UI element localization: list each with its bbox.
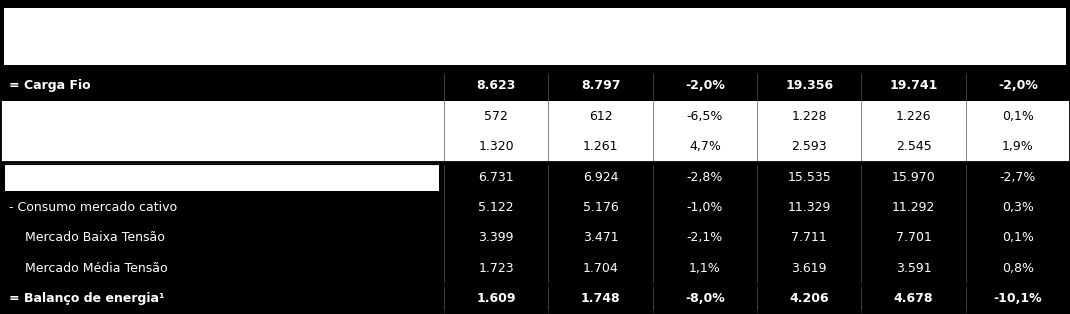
Text: -2,1%: -2,1% [687,231,723,245]
Text: 0,1%: 0,1% [1002,110,1034,123]
Text: 8.623: 8.623 [476,79,516,92]
Text: Mercado Baixa Tensão: Mercado Baixa Tensão [9,231,165,245]
Bar [0,284,1070,314]
Text: 6.924: 6.924 [583,171,618,184]
Text: 3.471: 3.471 [583,231,618,245]
Text: = Balanço de energia¹: = Balanço de energia¹ [9,292,164,305]
Text: 1.228: 1.228 [792,110,827,123]
Text: 19.356: 19.356 [785,79,834,92]
Text: 1,1%: 1,1% [689,262,721,275]
Text: 572: 572 [485,110,508,123]
Text: 5.122: 5.122 [478,201,514,214]
Text: -6,5%: -6,5% [687,110,723,123]
Text: 5.176: 5.176 [583,201,618,214]
Bar [0,132,1070,162]
Text: 4.678: 4.678 [893,292,933,305]
Bar [0,101,1070,132]
Text: 4,7%: 4,7% [689,140,721,153]
Text: 7.701: 7.701 [896,231,932,245]
Text: - Consumo mercado cativo: - Consumo mercado cativo [9,201,177,214]
Bar [0,223,1070,253]
Text: 2.545: 2.545 [896,140,931,153]
Bar [0,192,1070,223]
Text: 0,8%: 0,8% [1002,262,1034,275]
Text: 19.741: 19.741 [889,79,937,92]
Text: 3.619: 3.619 [792,262,827,275]
Text: 1.320: 1.320 [478,140,514,153]
Text: 8.797: 8.797 [581,79,621,92]
Text: 3.591: 3.591 [896,262,931,275]
Bar [0,162,1070,192]
Text: -2,7%: -2,7% [999,171,1036,184]
Text: 1.723: 1.723 [478,262,514,275]
Text: 1,9%: 1,9% [1002,140,1034,153]
Text: 15.535: 15.535 [788,171,831,184]
Text: 1.748: 1.748 [581,292,621,305]
Text: 612: 612 [588,110,612,123]
Text: 1.704: 1.704 [583,262,618,275]
Text: -1,0%: -1,0% [687,201,723,214]
Text: -10,1%: -10,1% [994,292,1042,305]
Text: -2,0%: -2,0% [998,79,1038,92]
Text: 15.970: 15.970 [891,171,935,184]
Text: 0,3%: 0,3% [1002,201,1034,214]
Text: -2,0%: -2,0% [685,79,724,92]
Text: 11.292: 11.292 [891,201,935,214]
Text: Mercado Média Tensão: Mercado Média Tensão [9,262,167,275]
Bar [4,8,1066,65]
Bar [0,101,1070,132]
Text: 1.226: 1.226 [896,110,931,123]
Text: 6.731: 6.731 [478,171,514,184]
Text: 3.399: 3.399 [478,231,514,245]
Text: 2.593: 2.593 [792,140,827,153]
Bar [0,132,1070,162]
Text: = Carga Fio: = Carga Fio [9,79,90,92]
Bar [5,103,439,191]
Text: 4.206: 4.206 [790,292,829,305]
Text: -2,8%: -2,8% [687,171,723,184]
Bar [0,71,1070,101]
Text: 7.711: 7.711 [792,231,827,245]
Bar [0,253,1070,284]
Text: 11.329: 11.329 [788,201,831,214]
Text: 1.609: 1.609 [476,292,516,305]
Text: 0,1%: 0,1% [1002,231,1034,245]
Text: 1.261: 1.261 [583,140,618,153]
Text: -8,0%: -8,0% [685,292,724,305]
